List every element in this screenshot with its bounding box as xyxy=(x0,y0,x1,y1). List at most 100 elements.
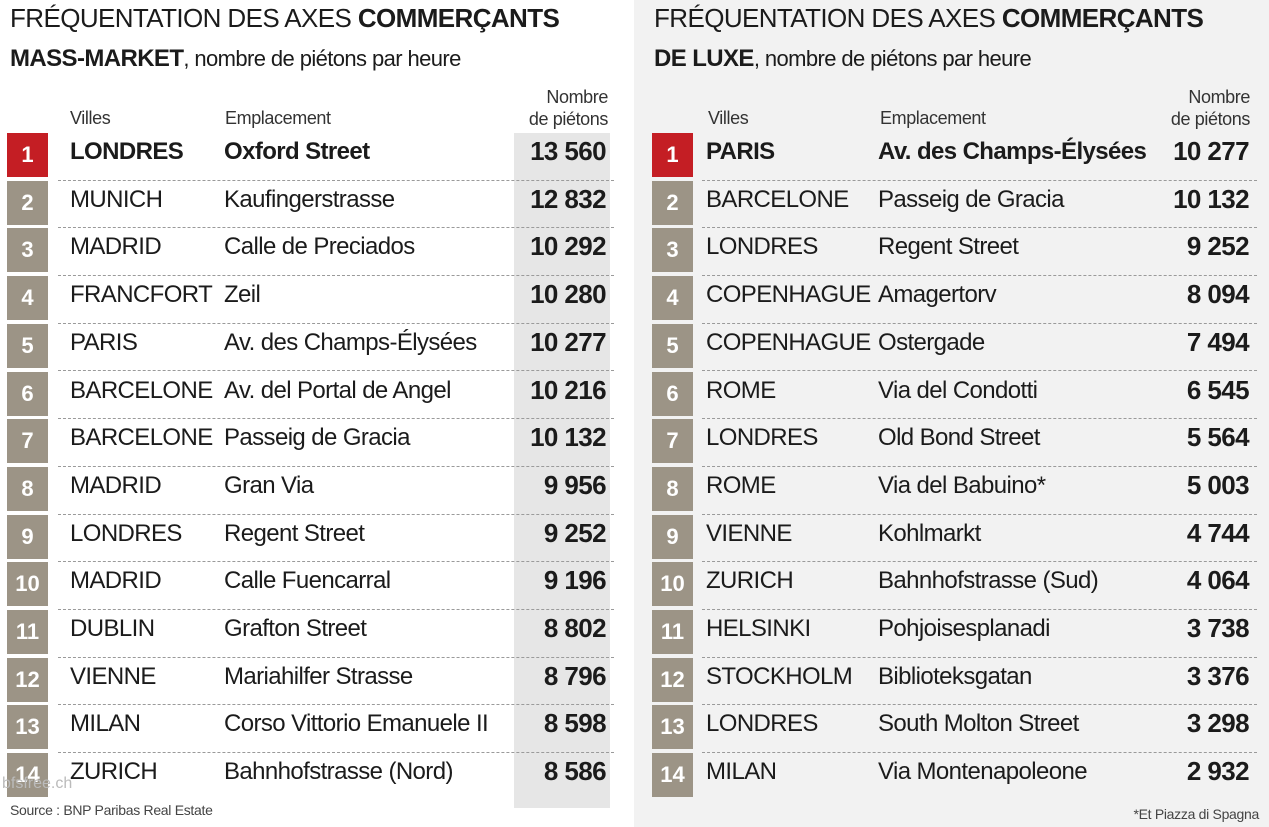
city-cell: ROME xyxy=(706,471,776,499)
city-cell: VIENNE xyxy=(70,662,156,690)
city-cell: VIENNE xyxy=(706,519,792,547)
city-cell: LONDRES xyxy=(706,233,818,261)
rank-badge: 9 xyxy=(7,514,48,559)
rank-badge: 2 xyxy=(652,180,693,225)
location-cell: Mariahilfer Strasse xyxy=(224,662,413,690)
value-column-background xyxy=(514,133,610,808)
chart-title-part1: FRÉQUENTATION DES AXES xyxy=(654,3,996,33)
rank-badge: 6 xyxy=(7,371,48,416)
value-cell: 8 796 xyxy=(543,660,607,691)
row-divider xyxy=(702,465,1257,467)
row-divider xyxy=(58,656,614,658)
row-divider xyxy=(702,322,1257,324)
city-cell: STOCKHOLM xyxy=(706,662,853,690)
location-cell: Zeil xyxy=(224,281,261,309)
location-cell: Via Montenapoleone xyxy=(878,758,1088,786)
table-row: 4 FRANCFORT Zeil 10 280 xyxy=(0,276,622,324)
row-divider xyxy=(702,561,1257,563)
location-cell: Bahnhofstrasse (Sud) xyxy=(878,567,1099,595)
value-cell: 5 564 xyxy=(1186,422,1250,453)
value-cell: 3 738 xyxy=(1186,613,1250,643)
row-divider xyxy=(58,418,614,420)
location-cell: Av. del Portal de Angel xyxy=(224,376,451,404)
value-cell: 10 277 xyxy=(1173,136,1250,166)
table-row: 10 ZURICH Bahnhofstrasse (Sud) 4 064 xyxy=(634,562,1269,610)
value-cell: 10 216 xyxy=(530,374,607,405)
value-cell: 6 545 xyxy=(1186,374,1250,405)
chart-title-line1: FRÉQUENTATION DES AXES COMMERÇANTS xyxy=(10,3,560,34)
city-cell: MILAN xyxy=(706,758,777,786)
header-count-line2: de piétons xyxy=(528,109,608,129)
rank-badge: 12 xyxy=(652,657,693,702)
city-cell: LONDRES xyxy=(70,519,182,547)
table-row: 14 MILAN Via Montenapoleone 2 932 xyxy=(634,753,1269,801)
table-row: 2 BARCELONE Passeig de Gracia 10 132 xyxy=(634,180,1269,229)
rank-badge: 3 xyxy=(652,228,693,273)
table-row: 8 ROME Via del Babuino* 5 003 xyxy=(634,466,1269,515)
value-cell: 10 132 xyxy=(530,422,607,453)
rank-badge: 14 xyxy=(652,753,693,798)
row-divider xyxy=(702,513,1257,515)
table-row: 7 LONDRES Old Bond Street 5 564 xyxy=(634,419,1269,467)
header-location: Emplacement xyxy=(880,108,986,128)
rank-badge: 1 xyxy=(7,133,48,177)
city-cell: MADRID xyxy=(70,567,162,595)
rank-badge: 8 xyxy=(7,466,48,511)
table-row: 1 PARIS Av. des Champs-Élysées 10 277 xyxy=(634,133,1269,181)
table-row: 14 ZURICH Bahnhofstrasse (Nord) 8 586 xyxy=(0,753,622,801)
table-row: 5 COPENHAGUE Ostergade 7 494 xyxy=(634,323,1269,372)
header-count-line1: Nombre xyxy=(1188,87,1250,107)
table-row: 1 LONDRES Oxford Street 13 560 xyxy=(0,133,622,181)
row-divider xyxy=(58,752,614,754)
chart-title-part2: COMMERÇANTS xyxy=(1001,3,1204,33)
row-divider xyxy=(702,179,1257,181)
table-row: 10 MADRID Calle Fuencarral 9 196 xyxy=(0,562,622,610)
location-cell: Regent Street xyxy=(224,519,365,547)
city-cell: LONDRES xyxy=(706,710,818,738)
city-cell: MADRID xyxy=(70,471,162,499)
watermark: bfsfree.ch xyxy=(2,775,73,792)
row-divider xyxy=(702,608,1257,610)
row-divider xyxy=(702,275,1257,277)
value-cell: 8 586 xyxy=(543,756,607,787)
table-row: 9 LONDRES Regent Street 9 252 xyxy=(0,514,622,563)
chart-title-part1: FRÉQUENTATION DES AXES xyxy=(10,3,352,33)
city-cell: HELSINKI xyxy=(706,615,811,642)
table-row: 12 STOCKHOLM Biblioteksgatan 3 376 xyxy=(634,657,1269,706)
location-cell: Via del Condotti xyxy=(878,376,1038,404)
city-cell: DUBLIN xyxy=(70,615,155,642)
chart-title-part2: COMMERÇANTS xyxy=(357,3,560,33)
row-divider xyxy=(58,370,614,372)
value-cell: 10 132 xyxy=(1173,183,1250,214)
value-cell: 13 560 xyxy=(530,136,607,166)
value-cell: 8 094 xyxy=(1186,279,1250,310)
city-cell: MADRID xyxy=(70,233,162,261)
value-cell: 7 494 xyxy=(1186,326,1250,357)
city-cell: LONDRES xyxy=(706,424,818,452)
location-cell: Passeig de Gracia xyxy=(224,424,411,452)
city-cell: MUNICH xyxy=(70,185,163,213)
header-location: Emplacement xyxy=(225,108,331,128)
value-cell: 3 298 xyxy=(1186,708,1250,739)
rank-badge: 5 xyxy=(652,323,693,368)
footnote: *Et Piazza di Spagna xyxy=(1133,806,1259,822)
city-cell: MILAN xyxy=(70,710,141,738)
chart-title-line1: FRÉQUENTATION DES AXES COMMERÇANTS xyxy=(654,3,1204,34)
location-cell: Kohlmarkt xyxy=(878,519,981,547)
value-cell: 4 064 xyxy=(1186,565,1250,596)
location-cell: Regent Street xyxy=(878,233,1019,261)
location-cell: Passeig de Gracia xyxy=(878,185,1065,213)
rank-badge: 1 xyxy=(652,133,693,177)
city-cell: PARIS xyxy=(706,138,775,165)
header-city: Villes xyxy=(708,108,749,128)
city-cell: ZURICH xyxy=(70,758,158,786)
chart-subtitle: , nombre de piétons par heure xyxy=(753,46,1032,71)
source-note: Source : BNP Paribas Real Estate xyxy=(10,802,213,818)
location-cell: Amagertorv xyxy=(878,281,997,309)
rank-badge: 5 xyxy=(7,323,48,368)
chart-title-line2: DE LUXE, nombre de piétons par heure xyxy=(654,45,1032,73)
location-cell: Via del Babuino* xyxy=(878,471,1046,499)
rank-badge: 3 xyxy=(7,228,48,273)
rank-badge: 10 xyxy=(652,562,693,607)
rank-badge: 8 xyxy=(652,466,693,511)
